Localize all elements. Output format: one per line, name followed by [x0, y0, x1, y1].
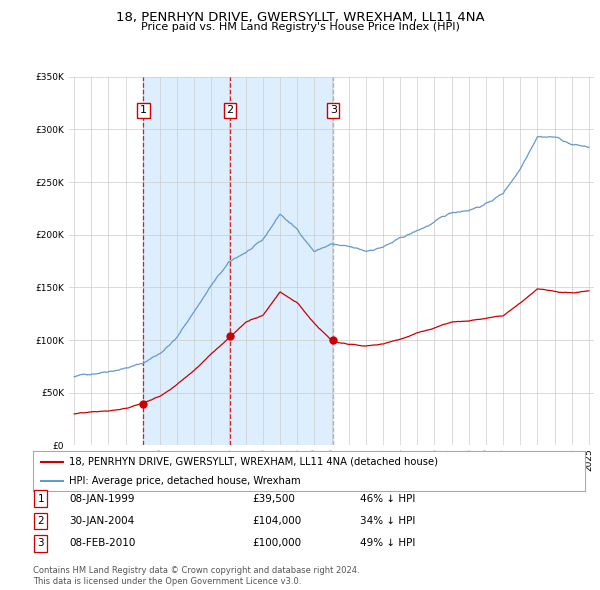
Text: £104,000: £104,000 [252, 516, 301, 526]
Text: 08-JAN-1999: 08-JAN-1999 [69, 494, 134, 503]
Text: 3: 3 [37, 539, 44, 548]
Text: 3: 3 [330, 106, 337, 116]
Text: 2: 2 [37, 516, 44, 526]
Text: This data is licensed under the Open Government Licence v3.0.: This data is licensed under the Open Gov… [33, 577, 301, 586]
Text: Price paid vs. HM Land Registry's House Price Index (HPI): Price paid vs. HM Land Registry's House … [140, 22, 460, 32]
Text: HPI: Average price, detached house, Wrexham: HPI: Average price, detached house, Wrex… [69, 476, 301, 486]
Bar [143, 77, 333, 445]
Text: 08-FEB-2010: 08-FEB-2010 [69, 539, 136, 548]
Text: Contains HM Land Registry data © Crown copyright and database right 2024.: Contains HM Land Registry data © Crown c… [33, 566, 359, 575]
Text: 1: 1 [37, 494, 44, 503]
Text: 18, PENRHYN DRIVE, GWERSYLLT, WREXHAM, LL11 4NA: 18, PENRHYN DRIVE, GWERSYLLT, WREXHAM, L… [116, 11, 484, 24]
Text: 49% ↓ HPI: 49% ↓ HPI [360, 539, 415, 548]
Text: £100,000: £100,000 [252, 539, 301, 548]
Text: 46% ↓ HPI: 46% ↓ HPI [360, 494, 415, 503]
Text: 18, PENRHYN DRIVE, GWERSYLLT, WREXHAM, LL11 4NA (detached house): 18, PENRHYN DRIVE, GWERSYLLT, WREXHAM, L… [69, 457, 438, 467]
Text: 2: 2 [226, 106, 233, 116]
Text: 34% ↓ HPI: 34% ↓ HPI [360, 516, 415, 526]
Text: £39,500: £39,500 [252, 494, 295, 503]
Text: 30-JAN-2004: 30-JAN-2004 [69, 516, 134, 526]
Text: 1: 1 [140, 106, 147, 116]
